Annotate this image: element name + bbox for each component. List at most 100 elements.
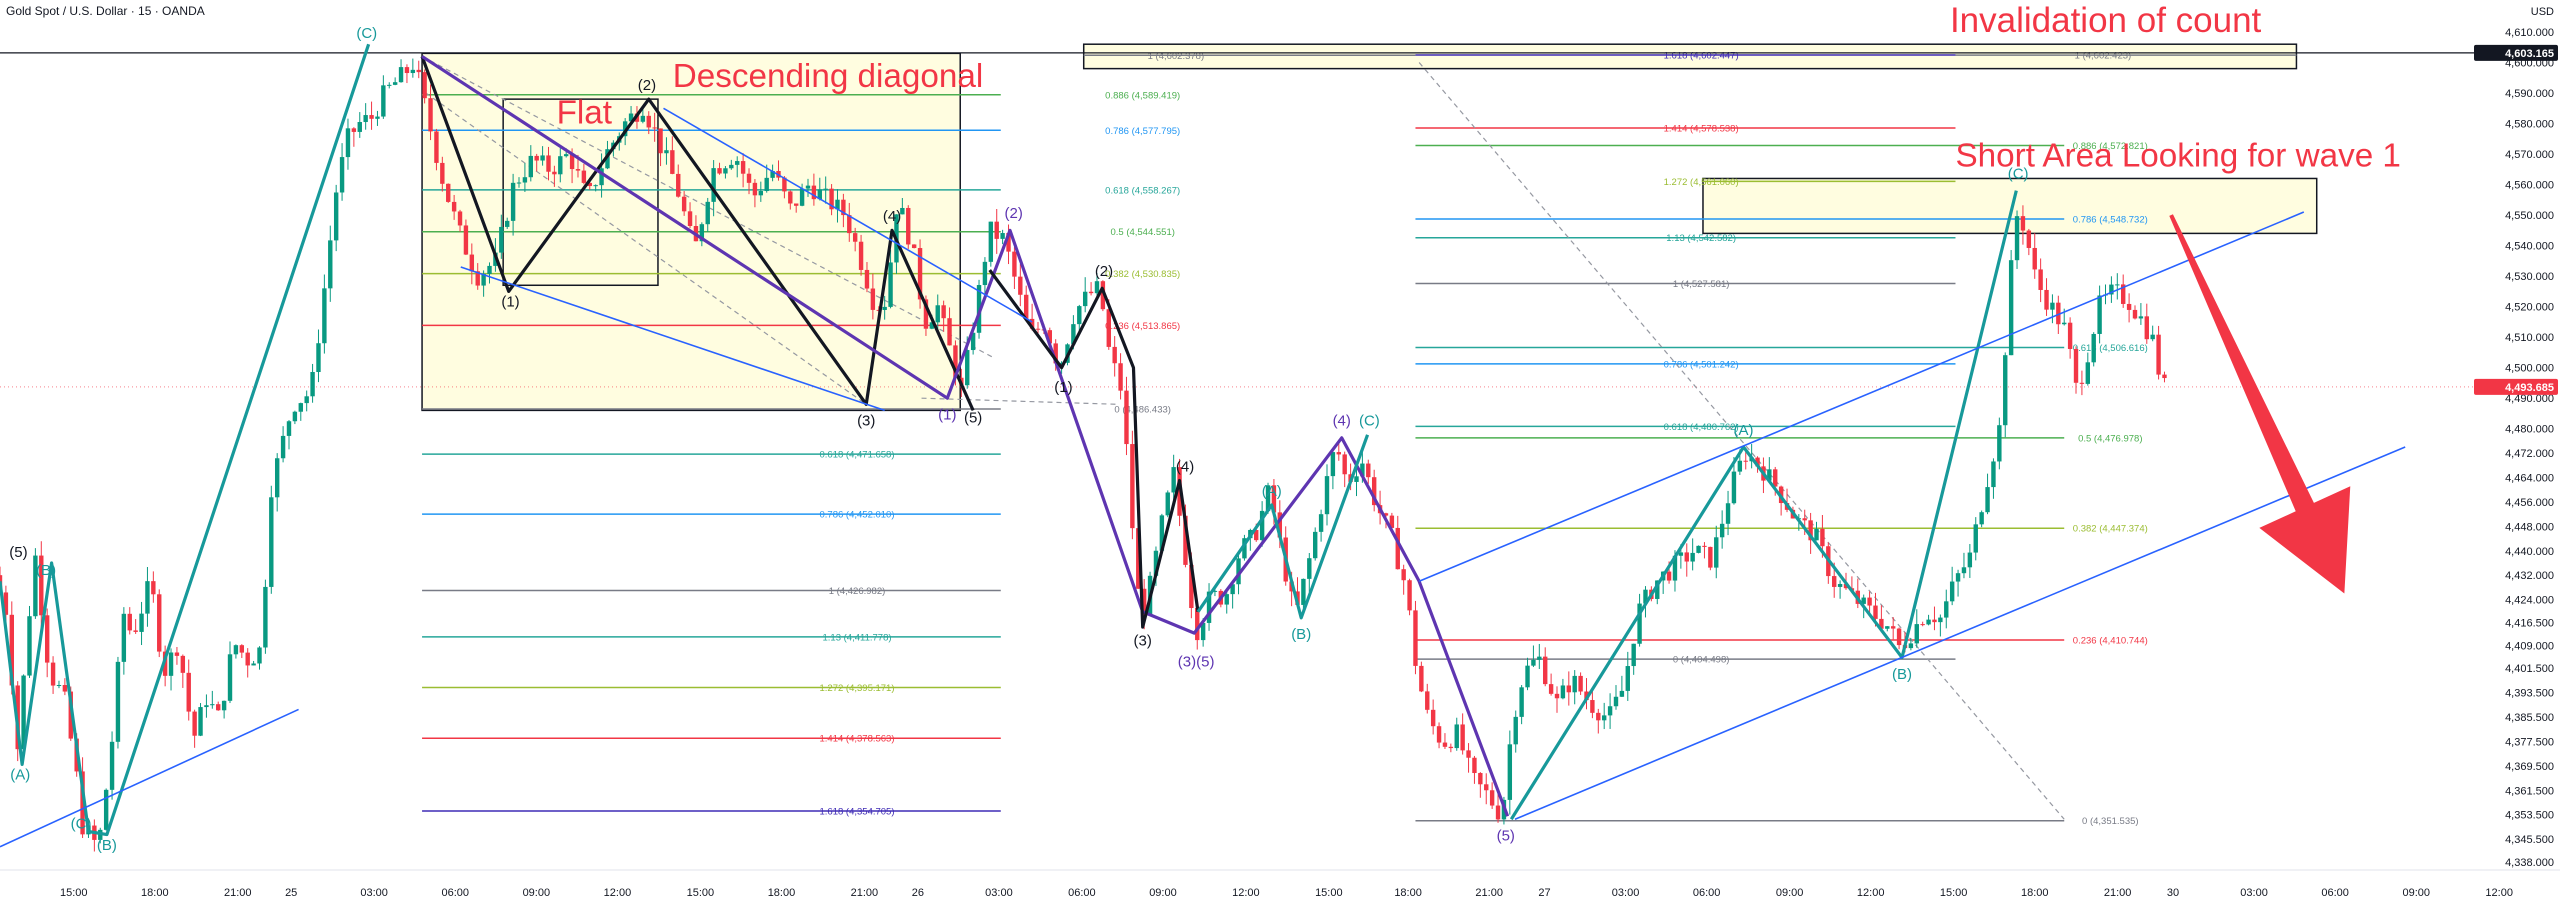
candle-body <box>1820 528 1825 547</box>
blue-upper-channel[interactable] <box>663 107 1033 323</box>
candle-body <box>929 322 935 329</box>
time-tick-label: 15:00 <box>687 887 715 899</box>
blue-flat-channel[interactable] <box>460 266 885 412</box>
candle-body <box>410 69 416 74</box>
candle-body <box>1224 594 1229 605</box>
candle-body <box>746 173 752 183</box>
dashed-trendline[interactable] <box>921 397 1117 405</box>
blue-channel-lower-right[interactable] <box>1514 446 2406 821</box>
diagonal-zigzag-black[interactable] <box>420 55 975 412</box>
candle-body <box>847 215 852 234</box>
short-target-arrow[interactable] <box>2169 214 2351 594</box>
candle-body <box>852 233 858 242</box>
candle-body <box>1702 545 1707 547</box>
candle-body <box>581 170 587 183</box>
candle-body <box>369 115 374 119</box>
candle-body <box>1153 550 1159 576</box>
fib-level-label: 0.886 (4,572.821) <box>2073 141 2148 152</box>
price-tick-label: 4,540.000 <box>2505 241 2554 253</box>
time-tick-label: 15:00 <box>1940 887 1968 899</box>
price-badge-label: 4,603.165 <box>2505 48 2554 60</box>
teal-impulse[interactable] <box>1509 190 2018 821</box>
price-tick-label: 4,530.000 <box>2505 271 2554 283</box>
price-tick-label: 4,385.500 <box>2505 712 2554 724</box>
candle-body <box>900 207 905 215</box>
candle-body <box>729 164 734 169</box>
candle-body <box>1743 460 1748 462</box>
candle-body <box>1183 515 1188 565</box>
candle-body <box>1448 746 1454 749</box>
candle-body <box>304 396 309 404</box>
candle-body <box>121 613 127 662</box>
candle-body <box>829 188 834 210</box>
blue-channel-upper-right[interactable] <box>1418 211 2305 583</box>
fib-level-label: 1.618 (4,602.447) <box>1664 51 1739 62</box>
candle-body <box>3 592 9 615</box>
candle-body <box>1731 471 1737 504</box>
candle-body <box>1885 626 1890 629</box>
blue-channel-lower-left[interactable] <box>0 708 299 848</box>
time-tick-label: 03:00 <box>360 887 388 899</box>
fib-levels: 0.886 (4,589.419) 0.786 (4,577.795) 0.618 … <box>422 51 2297 827</box>
candle-body <box>375 116 380 119</box>
candle-body <box>1307 558 1312 579</box>
candle-body <box>2091 333 2096 363</box>
teal-abc-upper[interactable] <box>1196 434 1370 620</box>
wave-label: (C) <box>71 815 92 832</box>
dashed-trendline[interactable] <box>1418 62 2065 820</box>
candle-body <box>1566 685 1572 693</box>
time-tick-label: 03:00 <box>2240 887 2268 899</box>
price-tick-label: 4,440.000 <box>2505 546 2554 558</box>
invalidation-zone[interactable] <box>1082 43 2298 70</box>
candle-body <box>1029 318 1035 329</box>
candle-body <box>44 615 50 663</box>
time-tick-label: 18:00 <box>2021 887 2049 899</box>
wave-label: (3)(5) <box>1178 654 1215 671</box>
black-minor-waves[interactable] <box>988 269 1200 629</box>
candle-body <box>1843 583 1849 589</box>
time-tick-label: 06:00 <box>441 887 469 899</box>
candle-body <box>1578 675 1583 692</box>
candle-body <box>1165 492 1170 516</box>
candle-body <box>2150 334 2155 340</box>
teal-wave-c-up[interactable] <box>0 43 371 837</box>
candle-body <box>1737 460 1743 472</box>
time-tick-label: 09:00 <box>2402 887 2430 899</box>
candle-body <box>2008 260 2014 356</box>
wave-label: (B) <box>97 837 117 854</box>
candle-body <box>1955 573 1961 582</box>
symbol-title: Gold Spot / U.S. Dollar · 15 · OANDA <box>6 4 205 18</box>
candle-body <box>2026 230 2032 248</box>
price-tick-label: 4,393.500 <box>2505 688 2554 700</box>
candle-body <box>151 581 156 595</box>
candle-body <box>1454 724 1459 749</box>
short-area-zone[interactable] <box>1702 177 2318 235</box>
candle-body <box>1714 537 1719 568</box>
candle-body <box>2132 309 2138 319</box>
price-tick-label: 4,490.000 <box>2505 393 2554 405</box>
candle-body <box>469 254 475 272</box>
purple-diagonal[interactable] <box>421 55 1510 817</box>
fib-level-label: 0 (4,486.433) <box>1114 405 1171 416</box>
candle-body <box>1130 444 1135 529</box>
candle-body <box>257 647 262 664</box>
time-tick-label: 27 <box>1538 887 1550 899</box>
candle-body <box>80 771 85 835</box>
wave-label: (5) <box>9 544 27 561</box>
wave-label: (C) <box>2008 165 2029 182</box>
wave-label: (B) <box>1291 626 1311 643</box>
candle-body <box>27 616 32 676</box>
fib-level-label: 0.886 (4,589.419) <box>1105 90 1180 101</box>
candle-body <box>1560 685 1566 699</box>
candle-body <box>1012 251 1017 277</box>
candle-body <box>1802 518 1807 521</box>
candle-body <box>764 177 769 192</box>
candle-body <box>333 192 339 241</box>
candle-body <box>740 161 746 174</box>
fib-level-label: 0.236 (4,513.865) <box>1105 321 1180 332</box>
candle-body <box>835 199 840 210</box>
candle-body <box>1301 578 1306 605</box>
fib-level-label: 0.382 (4,530.835) <box>1105 269 1180 280</box>
candle-body <box>558 156 563 175</box>
